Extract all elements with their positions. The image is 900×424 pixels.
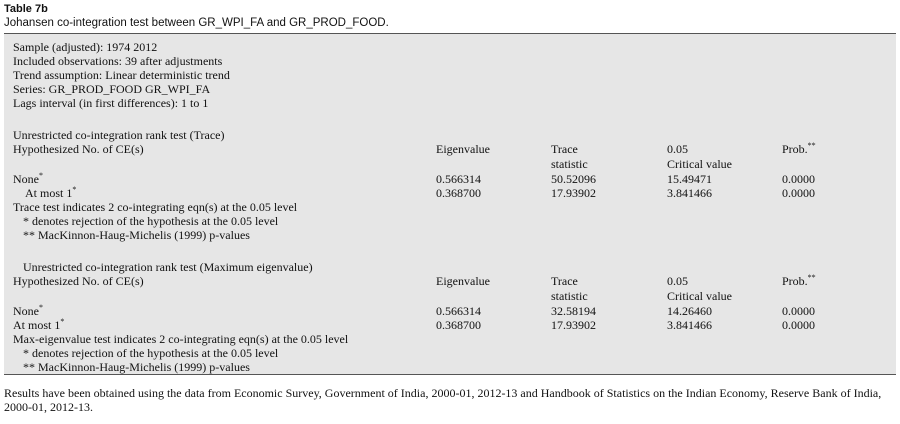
table-cell: 0.0000: [782, 186, 815, 200]
max-col-statistic-2: statistic: [551, 289, 588, 303]
trace-note: * denotes rejection of the hypothesis at…: [23, 214, 279, 228]
max-col-critical-1: 0.05: [667, 274, 688, 288]
trace-col-critical-2: Critical value: [667, 157, 732, 171]
table-cell: 17.93902: [551, 186, 596, 200]
sample-line: Sample (adjusted): 1974 2012: [13, 40, 158, 54]
trace-col-statistic-1: Trace: [551, 142, 578, 156]
trace-col-hypothesized: Hypothesized No. of CE(s): [13, 142, 144, 156]
table-cell: 0.0000: [782, 318, 815, 332]
max-col-hypothesized: Hypothesized No. of CE(s): [13, 274, 144, 288]
table-panel: Sample (adjusted): 1974 2012 Included ob…: [4, 33, 896, 375]
table-row: At most 1*: [25, 185, 77, 201]
table-number: Table 7b: [4, 3, 48, 15]
trace-heading: Unrestricted co-integration rank test (T…: [13, 128, 225, 142]
table-cell: 14.26460: [667, 304, 712, 318]
observations-line: Included observations: 39 after adjustme…: [13, 54, 223, 68]
table-cell: 50.52096: [551, 172, 596, 186]
max-col-statistic-1: Trace: [551, 274, 578, 288]
table-cell: 0.566314: [436, 304, 481, 318]
max-eigen-note: * denotes rejection of the hypothesis at…: [23, 346, 279, 360]
table-row: At most 1*: [13, 317, 65, 333]
trace-note: Trace test indicates 2 co-integrating eq…: [13, 200, 298, 214]
max-eigen-note: ** MacKinnon-Haug-Michelis (1999) p-valu…: [23, 360, 250, 374]
trace-note: ** MacKinnon-Haug-Michelis (1999) p-valu…: [23, 228, 250, 242]
table-cell: 0.368700: [436, 186, 481, 200]
table-cell: 15.49471: [667, 172, 712, 186]
table-cell: 3.841466: [667, 318, 712, 332]
trace-col-statistic-2: statistic: [551, 157, 588, 171]
max-col-prob: Prob.**: [782, 273, 816, 289]
table-row: None*: [13, 303, 43, 319]
table-caption: Table 7b Johansen co-integration test be…: [4, 2, 389, 30]
table-cell: 0.0000: [782, 304, 815, 318]
trace-col-eigenvalue: Eigenvalue: [436, 142, 490, 156]
max-col-critical-2: Critical value: [667, 289, 732, 303]
table-cell: 32.58194: [551, 304, 596, 318]
table-cell: 0.566314: [436, 172, 481, 186]
trace-col-critical-1: 0.05: [667, 142, 688, 156]
trend-line: Trend assumption: Linear deterministic t…: [13, 68, 230, 82]
table-cell: 0.368700: [436, 318, 481, 332]
table-title: Johansen co-integration test between GR_…: [4, 17, 389, 29]
table-cell: 17.93902: [551, 318, 596, 332]
table-cell: 3.841466: [667, 186, 712, 200]
table-row: None*: [13, 171, 43, 187]
max-eigen-heading: Unrestricted co-integration rank test (M…: [23, 260, 313, 274]
table-footnote: Results have been obtained using the dat…: [4, 386, 882, 414]
max-col-eigenvalue: Eigenvalue: [436, 274, 490, 288]
lags-line: Lags interval (in first differences): 1 …: [13, 96, 209, 110]
trace-col-prob: Prob.**: [782, 141, 816, 157]
series-line: Series: GR_PROD_FOOD GR_WPI_FA: [13, 82, 211, 96]
table-cell: 0.0000: [782, 172, 815, 186]
max-eigen-note: Max-eigenvalue test indicates 2 co-integ…: [13, 332, 349, 346]
